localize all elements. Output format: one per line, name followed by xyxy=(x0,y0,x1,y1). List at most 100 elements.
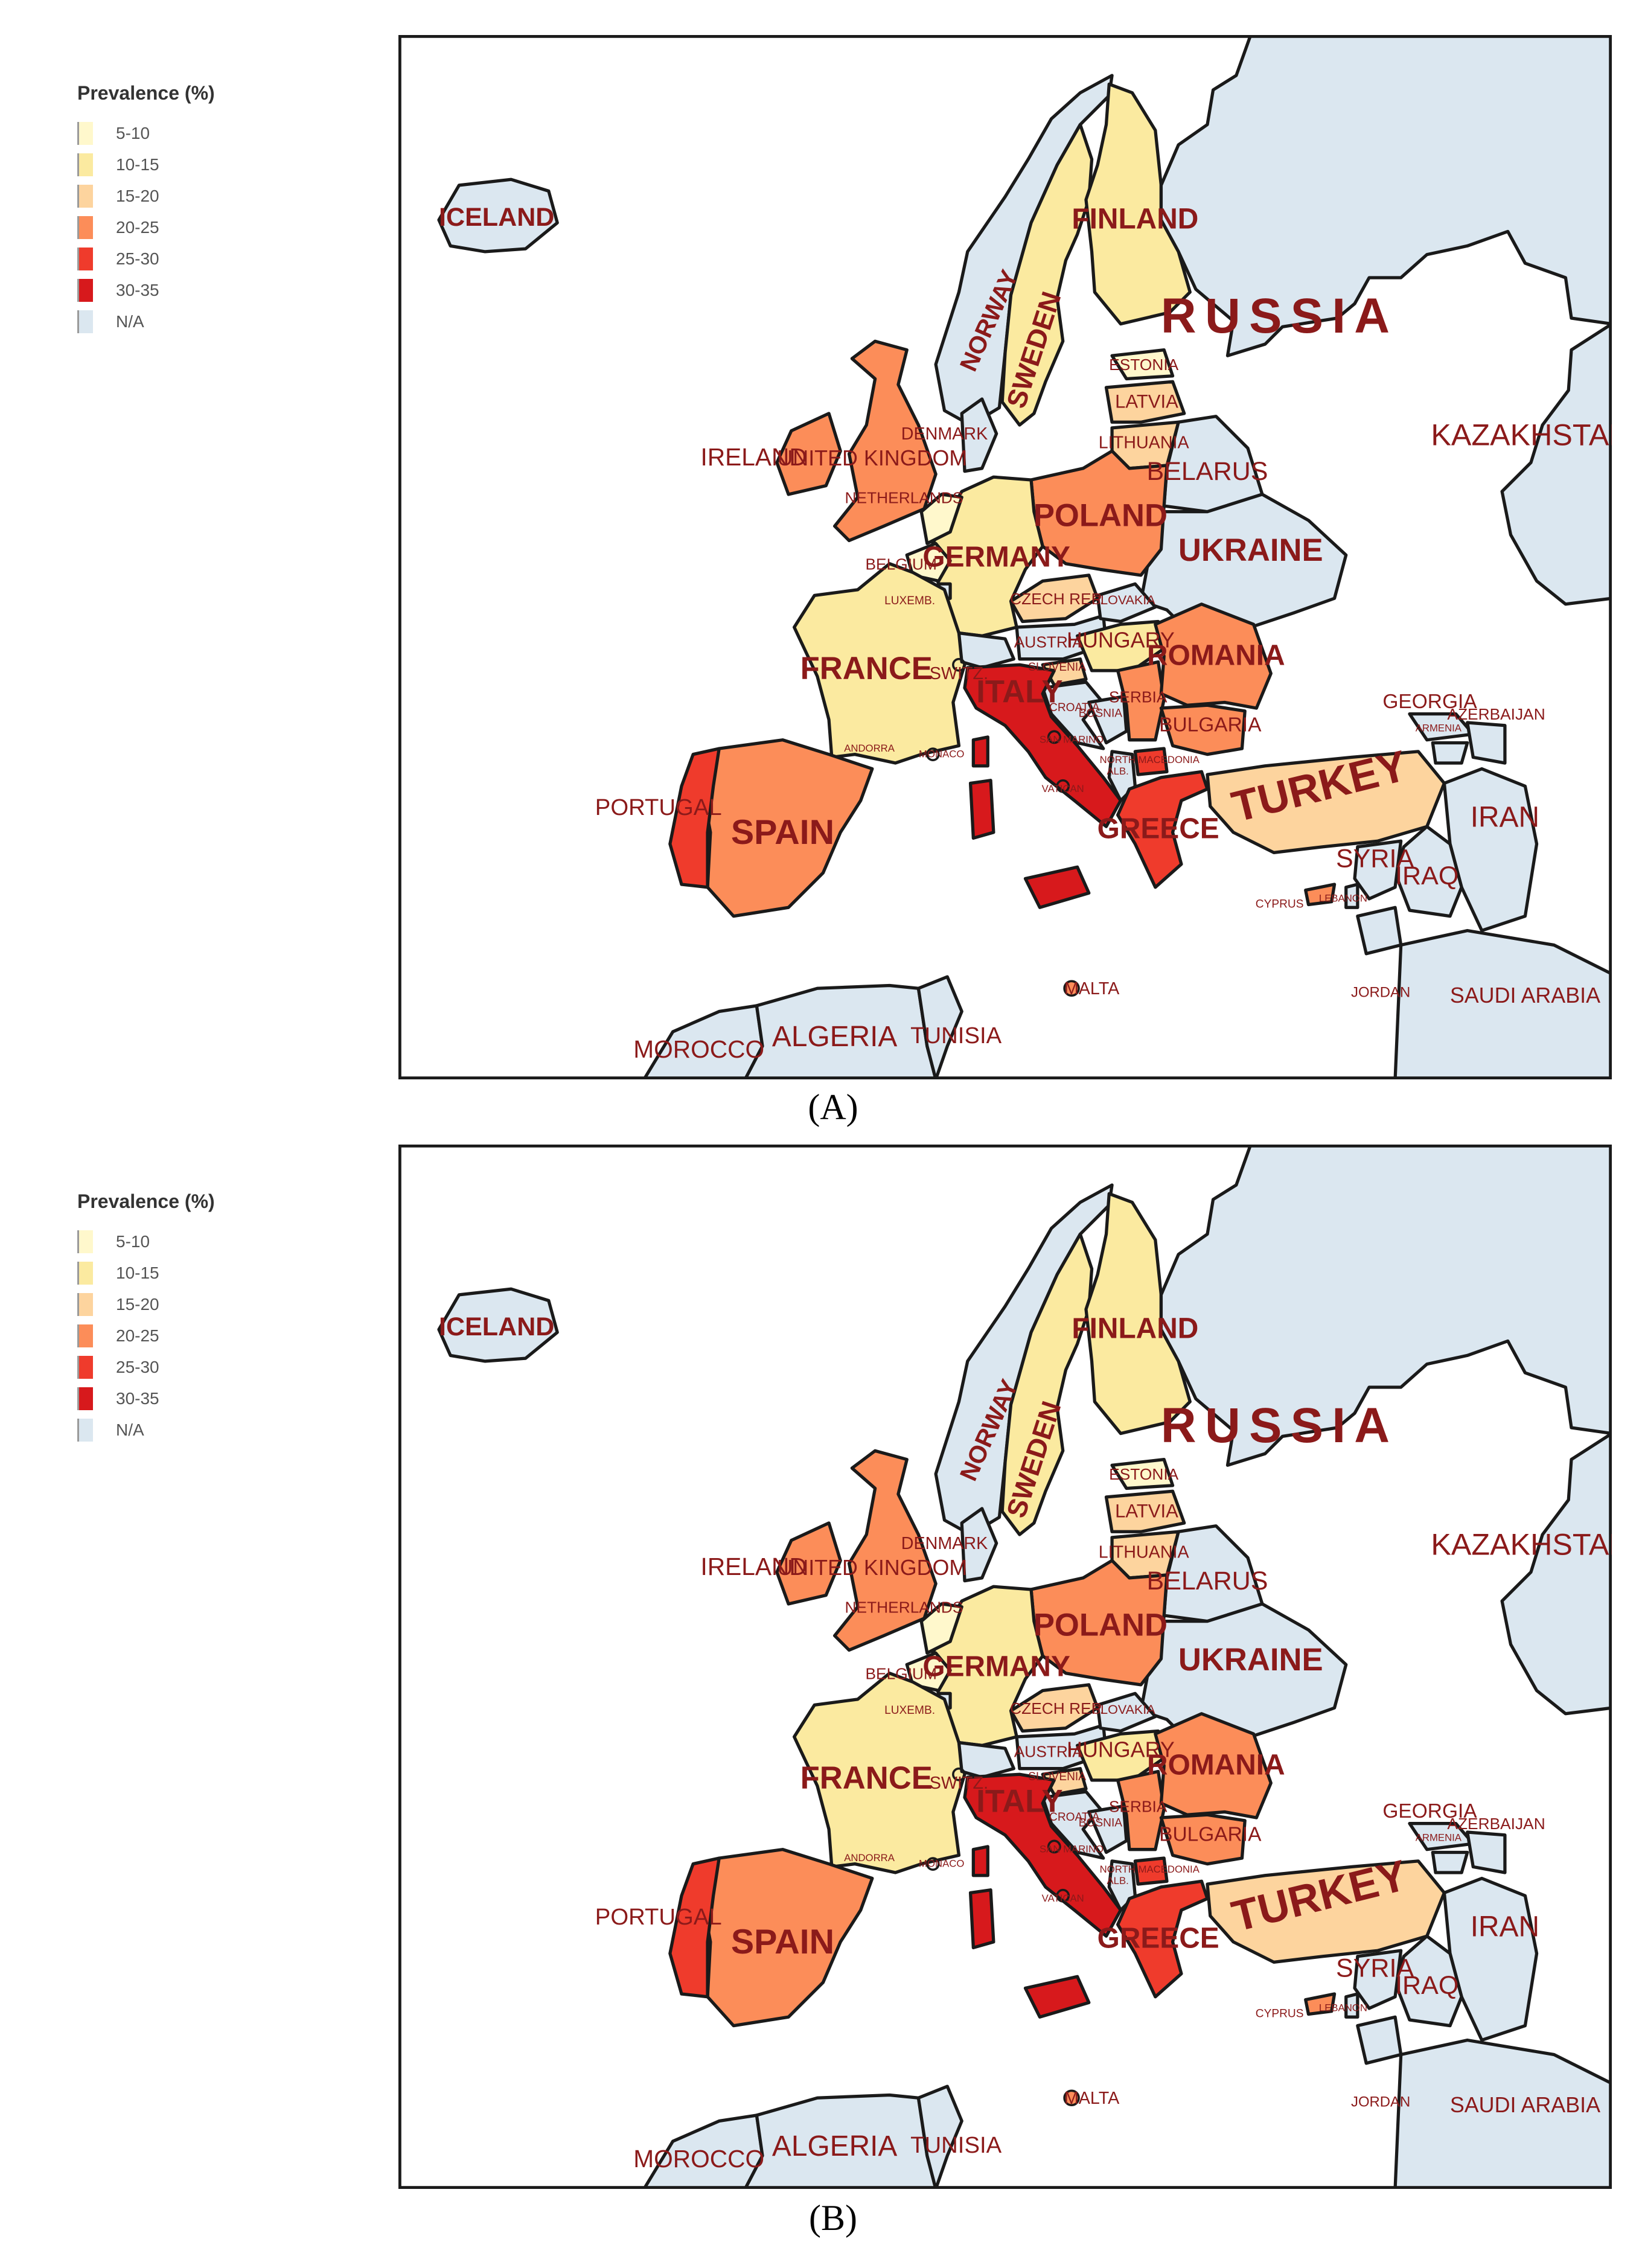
legend-swatch xyxy=(77,1356,93,1379)
legend-a: Prevalence (%) 5-10 10-15 15-20 20-25 25… xyxy=(77,82,215,337)
label-belarus: BELARUS xyxy=(1146,457,1268,486)
label-slovakia: SLOVAKIA xyxy=(1092,1702,1155,1717)
legend-b: Prevalence (%) 5-10 10-15 15-20 20-25 25… xyxy=(77,1190,215,1446)
legend-item: 10-15 xyxy=(77,149,215,180)
microstate-marker xyxy=(925,1857,940,1871)
country-united-kingdom xyxy=(833,1449,938,1652)
label-morocco: MOROCCO xyxy=(633,1035,764,1063)
label-san-marino: SAN MARINO xyxy=(1040,733,1104,745)
label-italy: ITALY xyxy=(976,674,1062,709)
label-czech-rep: CZECH REP. xyxy=(1010,590,1104,608)
country-bosnia xyxy=(1087,1804,1128,1854)
country-saudi-arabia xyxy=(1393,2038,1612,2189)
country-italy xyxy=(963,1772,1123,1938)
label-austria: AUSTRIA xyxy=(1014,1743,1083,1761)
legend-item: 25-30 xyxy=(77,243,215,275)
country-croatia xyxy=(1041,680,1105,750)
country-russia xyxy=(1159,35,1612,357)
label-iran: IRAN xyxy=(1471,801,1539,833)
label-spain: SPAIN xyxy=(731,813,834,852)
country-saudi-arabia xyxy=(1393,928,1612,1079)
label-vatican: VATICAN xyxy=(1042,1893,1084,1904)
legend-label: 10-15 xyxy=(116,155,159,174)
map-border xyxy=(398,1145,1612,2189)
label-north-macedonia: NORTH MACEDONIA xyxy=(1100,754,1200,765)
country-portugal xyxy=(668,747,721,889)
label-slovenia: SLOVENIA xyxy=(1028,1771,1086,1783)
label-hungary: HUNGARY xyxy=(1067,1738,1175,1762)
legend-item: 25-30 xyxy=(77,1352,215,1383)
country-france xyxy=(793,1672,966,1874)
country-north-macedonia xyxy=(1133,747,1169,776)
country-azerbaijan xyxy=(1466,1830,1507,1874)
label-switzerland: SWITZ. xyxy=(930,1774,988,1793)
label-san-marino: SAN MARINO xyxy=(1040,1843,1104,1854)
microstate-marker xyxy=(1047,1839,1061,1854)
label-germany: GERMANY xyxy=(922,1651,1070,1683)
country-north-macedonia xyxy=(1133,1856,1169,1886)
country-romania xyxy=(1154,1712,1273,1819)
label-iraq: IRAQ xyxy=(1395,1971,1458,2000)
country-estonia xyxy=(1110,1458,1175,1490)
legend-swatch xyxy=(77,279,93,302)
label-italy: ITALY xyxy=(976,1783,1062,1819)
country-croatia xyxy=(1041,1790,1105,1860)
microstate-marker xyxy=(952,657,966,672)
label-belgium: BELGIUM xyxy=(865,1664,936,1682)
microstate-marker xyxy=(952,1767,966,1781)
label-monaco: MONACO xyxy=(919,748,964,759)
label-portugal: PORTUGAL xyxy=(595,1904,722,1930)
label-denmark: DENMARK xyxy=(901,424,988,444)
country-netherlands xyxy=(919,493,963,545)
label-latvia: LATVIA xyxy=(1115,1500,1178,1521)
country-spain xyxy=(700,1848,874,2028)
label-croatia: CROATIA xyxy=(1049,1811,1100,1824)
country-denmark xyxy=(960,1507,998,1583)
panel-caption-b: (B) xyxy=(809,2198,857,2238)
label-syria: SYRIA xyxy=(1336,1953,1414,1982)
legend-item: 5-10 xyxy=(77,1226,215,1257)
map-panel-b: RUSSIA KAZAKHSTAN ICELAND NORWAY SWEDEN FINLA… xyxy=(398,1145,1612,2189)
label-kazakhstan: KAZAKHSTAN xyxy=(1431,418,1612,452)
label-saudi-arabia: SAUDI ARABIA xyxy=(1450,2093,1600,2117)
label-kazakhstan: KAZAKHSTAN xyxy=(1431,1528,1612,1562)
country-italy xyxy=(1023,1975,1091,2019)
country-ireland xyxy=(775,1521,842,1606)
microstate-marker xyxy=(1056,1888,1070,1903)
label-portugal: PORTUGAL xyxy=(595,794,722,820)
label-iceland: ICELAND xyxy=(439,1312,554,1341)
label-vatican: VATICAN xyxy=(1042,783,1084,794)
label-romania: ROMANIA xyxy=(1147,1749,1285,1781)
label-poland: POLAND xyxy=(1033,498,1168,534)
label-croatia: CROATIA xyxy=(1049,701,1100,714)
country-syria xyxy=(1353,839,1403,901)
legend-item: N/A xyxy=(77,306,215,337)
country-portugal xyxy=(668,1856,721,1999)
label-serbia: SERBIA xyxy=(1109,688,1168,706)
country-bosnia xyxy=(1087,695,1128,745)
country-lebanon xyxy=(1344,883,1359,909)
country-italy xyxy=(968,779,995,840)
country-slovakia xyxy=(1096,1691,1157,1733)
label-greece: GREECE xyxy=(1097,1922,1219,1954)
label-romania: ROMANIA xyxy=(1147,639,1285,671)
label-france: FRANCE xyxy=(800,1760,933,1796)
label-united-kingdom: UNITED KINGDOM xyxy=(777,446,967,470)
label-spain: SPAIN xyxy=(731,1923,834,1961)
legend-label: 20-25 xyxy=(116,1326,159,1345)
country-lebanon xyxy=(1344,1992,1359,2019)
label-iraq: IRAQ xyxy=(1395,861,1458,890)
legend-rows: 5-10 10-15 15-20 20-25 25-30 30-35 N/A xyxy=(77,1226,215,1446)
legend-swatch xyxy=(77,1230,93,1253)
label-tunisia: TUNISIA xyxy=(910,1023,1001,1049)
country-malta-marker xyxy=(1063,2089,1080,2107)
label-latvia: LATVIA xyxy=(1115,391,1178,412)
country-kazakhstan xyxy=(1500,322,1612,606)
legend-label: 10-15 xyxy=(116,1263,159,1282)
legend-swatch xyxy=(77,1419,93,1442)
panel-caption-a: (A) xyxy=(808,1087,858,1127)
country-slovakia xyxy=(1096,582,1157,624)
legend-swatch xyxy=(77,1387,93,1410)
label-azerbaijan: AZERBAIJAN xyxy=(1447,1815,1545,1833)
legend-swatch xyxy=(77,216,93,239)
